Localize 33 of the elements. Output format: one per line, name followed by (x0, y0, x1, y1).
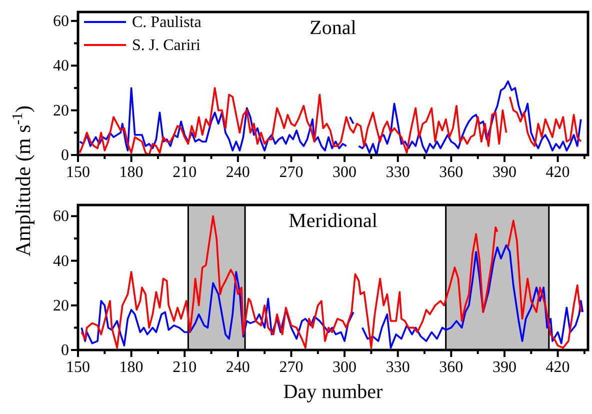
x-tick-label: 420 (546, 359, 570, 376)
chart-title: Zonal (310, 17, 357, 39)
x-tick-label: 180 (119, 164, 144, 181)
x-tick-label: 210 (172, 359, 197, 376)
y-tick-label: 0 (61, 342, 69, 359)
x-tick-label: 300 (332, 359, 357, 376)
x-tick-label: 330 (386, 164, 410, 181)
x-axis-title: Day number (283, 381, 384, 403)
x-tick-label: 150 (66, 359, 90, 376)
y-tick-label: 20 (53, 102, 69, 120)
x-tick-label: 240 (226, 164, 250, 181)
x-tick-label: 270 (279, 359, 304, 376)
x-tick-label: 180 (119, 359, 144, 376)
y-tick-label: 60 (53, 12, 69, 30)
legend-label: C. Paulista (132, 14, 202, 31)
x-tick-label: 330 (386, 359, 410, 376)
x-tick-label: 150 (66, 164, 90, 181)
x-tick-label: 420 (546, 164, 570, 181)
legend-label: S. J. Cariri (132, 37, 201, 54)
y-tick-label: 0 (61, 147, 69, 164)
x-tick-label: 300 (332, 164, 357, 181)
x-tick-label: 360 (439, 359, 464, 376)
chart-title: Meridional (288, 210, 378, 232)
y-tick-label: 60 (53, 208, 69, 226)
x-tick-label: 210 (172, 164, 197, 181)
x-tick-label: 270 (279, 164, 304, 181)
x-tick-label: 390 (492, 359, 516, 376)
y-tick-label: 20 (53, 297, 69, 314)
x-tick-label: 390 (492, 164, 516, 181)
x-tick-label: 360 (439, 164, 464, 181)
x-tick-label: 240 (226, 359, 250, 376)
y-tick-label: 40 (53, 58, 69, 75)
y-tick-label: 40 (53, 252, 69, 270)
